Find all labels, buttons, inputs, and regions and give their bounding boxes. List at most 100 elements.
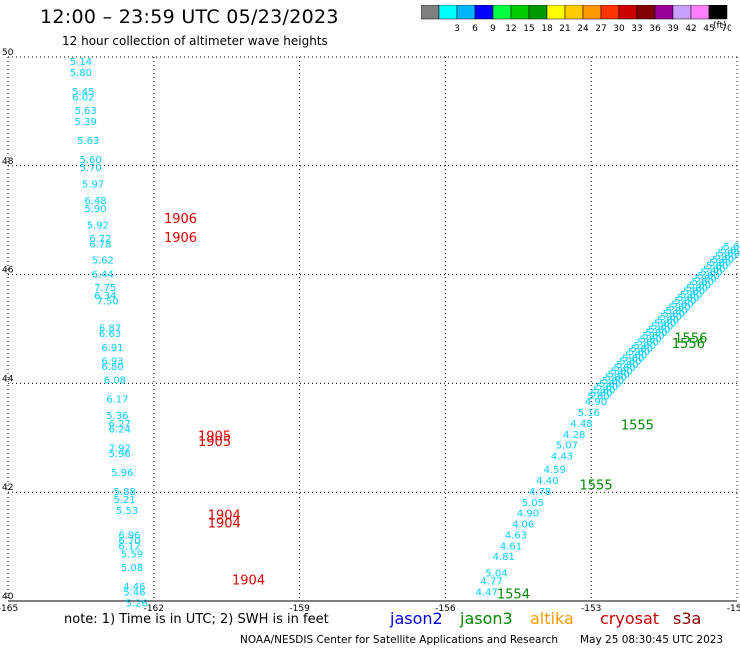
swh-dense-label: 5.80 [715,252,737,263]
x-tick-label: -156 [435,604,456,614]
swh-data-label: 5.07 [556,441,578,452]
x-tick-label: -165 [0,604,18,614]
swh-data-label: 6.02 [72,93,94,104]
colorbar-tick-label: 45 [703,24,714,34]
swh-data-label: 6.87 [99,324,121,335]
swh-dense-label: 5.80 [674,296,696,307]
y-tick-label: 40 [2,592,14,602]
swh-dense-label: 5.80 [683,287,705,298]
swh-data-label: 6.48 [84,196,106,207]
swh-dense-label: 5.80 [631,344,653,355]
swh-dense-label: 5.80 [686,283,708,294]
swh-data-label: 5.63 [75,106,97,117]
colorbar-unit: (ft) [713,21,727,31]
swh-dense-label: 5.80 [625,350,647,361]
colorbar-swatch [708,5,728,20]
time-label: 1554 [497,587,530,602]
swh-data-label: 4.78 [529,487,551,498]
swh-data-label: 6.80 [101,362,123,373]
colorbar-tick-label: 18 [541,24,553,34]
swh-data-label: 5.04 [485,569,507,580]
swh-dense-label: 5.80 [622,354,644,365]
swh-dense-label: 5.80 [611,366,633,377]
x-tick-label: -153 [581,604,601,614]
swh-dense-label: 5.80 [590,389,612,400]
swh-data-label: 5.45 [72,87,94,98]
time-label: 1904 [232,574,265,589]
swh-data-label: 6.24 [109,424,131,435]
legend-s3a: s3a [673,609,702,628]
swh-dense-label: 5.80 [692,277,714,288]
time-label: 1556 [672,337,705,352]
chart-subtitle: 12 hour collection of altimeter wave hei… [62,34,328,48]
swh-data-label: 4.47 [476,588,498,599]
swh-data-label: 5.97 [82,180,104,191]
colorbar-tick-label: 42 [685,24,696,34]
swh-dense-label: 5.80 [723,242,740,253]
legend-altika: altika [530,609,574,628]
swh-data-label: 5.46 [123,588,145,599]
swh-data-label: 6.93 [101,356,123,367]
swh-data-label: 5.70 [79,163,101,174]
swh-data-label: 5.08 [121,563,143,574]
swh-dense-label: 5.80 [602,376,624,387]
swh-data-label: 5.80 [70,68,92,79]
swh-data-label: 5.63 [77,136,99,147]
swh-data-label: 4.46 [123,582,145,593]
colorbar-tick-label: 15 [523,24,534,34]
swh-dense-label: 5.80 [680,290,702,301]
swh-data-label: 6.27 [109,419,131,430]
swh-dense-label: 5.80 [689,280,711,291]
y-tick-label: 42 [2,483,13,493]
colorbar-tick-label: 30 [613,24,625,34]
footnote: note: 1) Time is in UTC; 2) SWH is in fe… [64,612,329,627]
colorbar-tick-label: 21 [559,24,570,34]
colorbar-tick-label: 33 [631,24,642,34]
time-label: 1556 [674,332,707,347]
colorbar-tick-label: 27 [595,24,606,34]
swh-dense-label: 5.80 [616,360,638,371]
swh-data-label: 5.96 [109,449,131,460]
swh-dense-label: 5.80 [596,382,618,393]
swh-data-label: 5.26 [126,598,148,609]
swh-data-label: 4.06 [512,520,534,531]
legend-jason2: jason2 [390,609,443,628]
swh-data-label: 6.91 [101,343,123,354]
swh-dense-label: 5.80 [703,264,725,275]
swh-dense-label: 5.80 [634,341,656,352]
time-label: 1555 [580,478,613,493]
time-label: 1906 [164,212,197,227]
swh-dense-label: 5.80 [694,274,716,285]
time-label: 1905 [198,430,231,445]
swh-dense-label: 5.80 [637,338,659,349]
swh-data-label: 6.44 [92,269,114,280]
swh-data-label: 7.75 [94,283,116,294]
swh-dense-label: 5.80 [645,328,667,339]
swh-data-label: 6.78 [89,239,111,250]
swh-dense-label: 5.80 [700,268,722,279]
swh-dense-label: 5.80 [642,331,664,342]
swh-data-label: 5.92 [87,220,109,231]
swh-data-label: 4.48 [570,419,592,430]
swh-dense-label: 5.80 [663,309,685,320]
legend-cryosat: cryosat [600,609,660,628]
swh-dense-label: 5.80 [628,347,650,358]
swh-dense-label: 5.80 [721,245,740,256]
swh-dense-label: 5.80 [605,373,627,384]
colorbar-tick-label: 24 [577,24,589,34]
swh-dense-label: 5.80 [709,258,731,269]
swh-dense-label: 5.80 [593,385,615,396]
color-legend: 3 6 9 12 15 18 21 24 27 30 33 36 39 42 45 70 [421,5,731,34]
y-tick-label: 44 [2,374,14,384]
colorbar-tick-label: 70 [721,24,731,34]
swh-dense-label: 5.80 [697,271,719,282]
swh-data-label: 6.70 [118,536,140,547]
x-tick-label: -162 [144,604,164,614]
swh-data-label: 5.39 [75,117,97,128]
swh-data-label: 6.63 [99,329,121,340]
swh-dense-label: 5.80 [639,334,661,345]
swh-data-label: 4.59 [544,465,566,476]
colorbar-tick-label: 12 [505,24,516,34]
swh-dense-label: 5.80 [660,312,682,323]
